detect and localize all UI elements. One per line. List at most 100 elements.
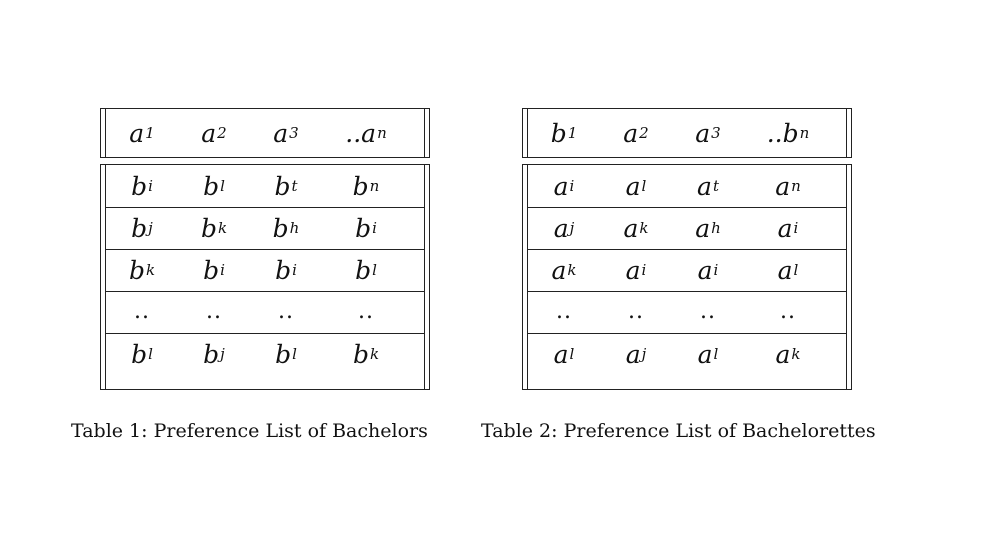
cell-base: .. [206, 299, 222, 324]
cell-subscript: l [148, 344, 153, 363]
cell-base: .. [700, 299, 716, 324]
border-line [424, 165, 425, 389]
border-line [105, 109, 106, 157]
table-2-caption: Table 2: Preference List of Bachelorette… [481, 420, 876, 442]
cell-base: .. [628, 299, 644, 324]
cell-subscript: l [569, 344, 575, 363]
cell-base: b [352, 339, 369, 369]
bachelorettes-preference-table: b 1 a 2 a 3 ..b n a i a l a t a n a j a k a h a i a k a i a i a l......… [522, 108, 852, 390]
cell-subscript: 2 [217, 123, 227, 142]
cell-base: a [553, 171, 569, 201]
table-cell: .. [678, 292, 738, 332]
cell-subscript: i [292, 260, 297, 279]
cell-base: b [200, 213, 217, 243]
border-line [105, 165, 106, 389]
cell-base: a [625, 171, 641, 201]
bachelors-preference-table: a 1 a 2 a 3 ..a n b i b l b t b n b j b k b h b i b k b i b i b l......… [100, 108, 430, 390]
border-line [527, 165, 528, 389]
cell-base: .. [780, 299, 796, 324]
table-cell: .. [112, 292, 172, 332]
cell-subscript: l [793, 260, 799, 279]
cell-subscript: j [641, 344, 647, 363]
cell-subscript: h [711, 218, 721, 237]
cell-base: a [697, 171, 712, 201]
cell-subscript: i [220, 260, 225, 279]
cell-subscript: n [369, 176, 380, 195]
cell-base: b [352, 171, 369, 201]
cell-base: a [777, 213, 793, 243]
cell-base: a [553, 213, 569, 243]
cell-subscript: j [569, 218, 575, 237]
row-separator [105, 291, 425, 292]
border-line [846, 109, 847, 157]
cell-base: b [355, 255, 372, 285]
table-cell: .. [184, 292, 244, 332]
cell-base: .. [358, 299, 374, 324]
row-separator [527, 291, 847, 292]
cell-base: b [355, 213, 372, 243]
row-separator [527, 333, 847, 334]
header-cell: ..a n [336, 113, 396, 153]
cell-subscript: l [292, 344, 297, 363]
table-cell: .. [606, 292, 666, 332]
cell-subscript: t [291, 176, 298, 195]
header-frame [100, 108, 430, 158]
border-line [527, 109, 528, 157]
table-cell: .. [336, 292, 396, 332]
cell-subscript: k [145, 260, 156, 279]
cell-base: a [697, 255, 713, 285]
row-separator [105, 249, 425, 250]
cell-subscript: n [377, 123, 387, 142]
cell-base: b [131, 171, 148, 201]
cell-base: a [623, 213, 639, 243]
cell-base: b [203, 171, 220, 201]
cell-subscript: n [799, 123, 810, 142]
cell-subscript: i [641, 260, 647, 279]
cell-base: b [274, 171, 291, 201]
cell-subscript: n [791, 176, 801, 195]
cell-base: a [273, 118, 289, 148]
border-line [846, 165, 847, 389]
cell-base: a [697, 339, 713, 369]
body-frame [100, 164, 430, 390]
table-1-caption: Table 1: Preference List of Bachelors [71, 420, 428, 442]
cell-subscript: 1 [145, 123, 155, 142]
cell-base: a [775, 339, 791, 369]
table-cell: .. [256, 292, 316, 332]
cell-base: a [695, 213, 711, 243]
cell-subscript: j [148, 218, 153, 237]
cell-subscript: h [289, 218, 300, 237]
cell-base: a [553, 339, 569, 369]
cell-subscript: i [793, 218, 799, 237]
cell-subscript: 2 [639, 123, 649, 142]
row-separator [527, 249, 847, 250]
cell-subscript: j [220, 344, 225, 363]
